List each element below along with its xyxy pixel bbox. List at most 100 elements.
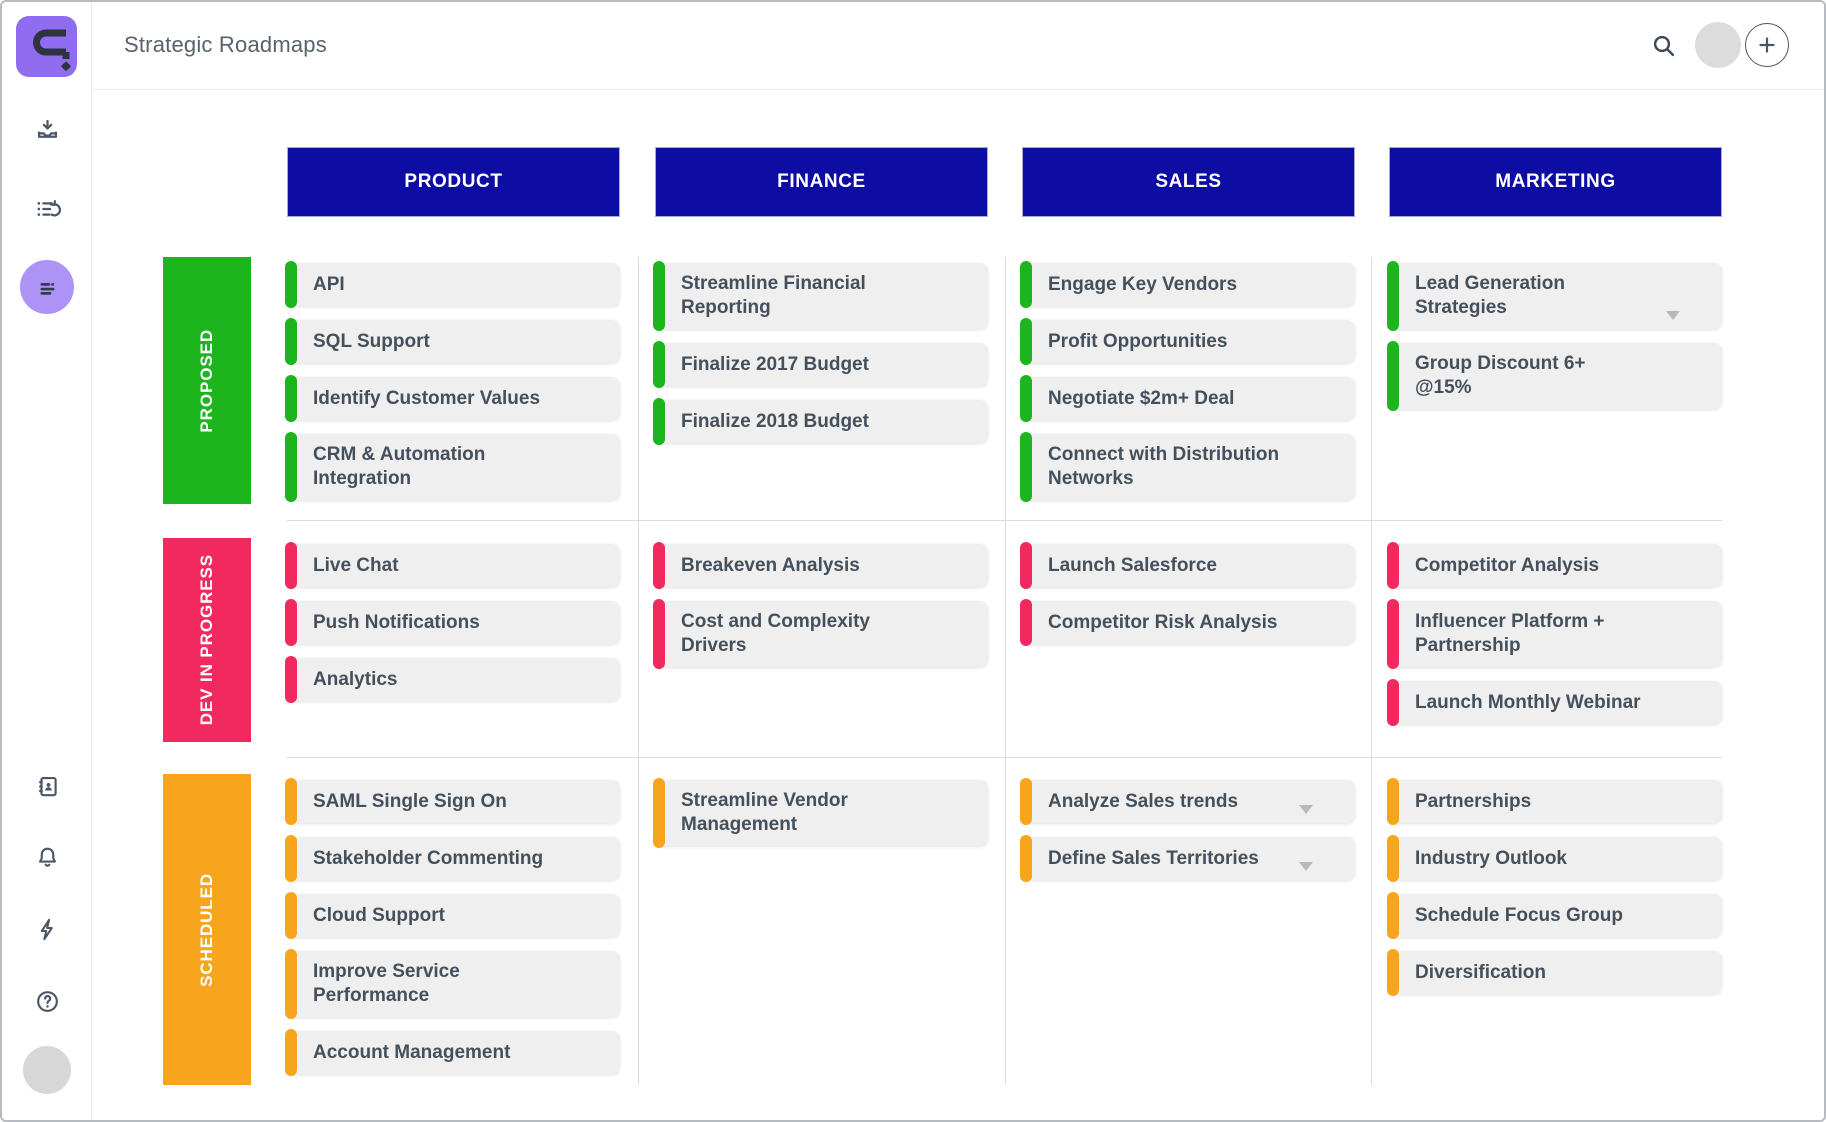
card-title: Breakeven Analysis [681, 554, 860, 576]
status-color-bar [653, 778, 665, 848]
roadmap-item-card[interactable]: Launch Salesforce [1020, 542, 1355, 589]
roadmap-item-card[interactable]: Negotiate $2m+ Deal [1020, 375, 1355, 422]
lightning-icon[interactable] [34, 916, 61, 943]
inbox-download-icon[interactable] [34, 117, 61, 144]
cell-dev-in-progress-product: Live Chat Push Notifications Analytics [285, 538, 620, 742]
status-color-bar [1020, 432, 1032, 502]
contacts-book-icon[interactable] [34, 773, 61, 800]
roadmap-item-card[interactable]: API [285, 261, 620, 308]
status-color-bar [1387, 599, 1399, 669]
help-icon[interactable] [34, 988, 61, 1015]
card-title: Connect with Distribution Networks [1048, 444, 1280, 489]
roadmap-item-card[interactable]: Stakeholder Commenting [285, 835, 620, 882]
dropdown-arrow-icon[interactable] [1299, 805, 1313, 814]
row-label-proposed: PROPOSED [163, 257, 251, 504]
card-title: Competitor Risk Analysis [1048, 611, 1278, 633]
recent-list-icon[interactable] [34, 196, 61, 223]
search-icon[interactable] [1650, 32, 1678, 60]
roadmap-item-card[interactable]: Partnerships [1387, 778, 1722, 825]
roadmap-item-card[interactable]: Influencer Platform + Partnership [1387, 599, 1722, 669]
sidebar-item-roadmaps-active[interactable] [20, 260, 74, 314]
status-color-bar [653, 261, 665, 331]
status-color-bar [1020, 599, 1032, 646]
card-title: Cost and Complexity Drivers [681, 611, 870, 656]
roadmap-items-icon [40, 282, 54, 295]
roadmap-item-card[interactable]: Analytics [285, 656, 620, 703]
board: PRODUCT FINANCE SALES MARKETING PROPOSED API S… [92, 90, 1824, 1120]
roadmap-item-card[interactable]: Cost and Complexity Drivers [653, 599, 988, 669]
card-title: Improve Service Performance [313, 961, 460, 1006]
roadmap-item-card[interactable]: Industry Outlook [1387, 835, 1722, 882]
roadmap-item-card[interactable]: Identify Customer Values [285, 375, 620, 422]
card-title: Analyze Sales trends [1048, 790, 1239, 812]
card-title: Diversification [1415, 961, 1546, 983]
roadmap-item-card[interactable]: Finalize 2018 Budget [653, 398, 988, 445]
roadmap-item-card[interactable]: Engage Key Vendors [1020, 261, 1355, 308]
dropdown-arrow-icon[interactable] [1299, 862, 1313, 871]
status-color-bar [1020, 318, 1032, 365]
card-title: Stakeholder Commenting [313, 847, 544, 869]
roadmap-item-card[interactable]: Lead Generation Strategies [1387, 261, 1722, 331]
roadmunk-logo[interactable] [16, 16, 77, 77]
card-title: Launch Salesforce [1048, 554, 1217, 576]
status-color-bar [653, 542, 665, 589]
roadmap-item-card[interactable]: Define Sales Territories [1020, 835, 1355, 882]
roadmap-item-card[interactable]: Connect with Distribution Networks [1020, 432, 1355, 502]
roadmap-item-card[interactable]: Schedule Focus Group [1387, 892, 1722, 939]
roadmap-item-card[interactable]: Group Discount 6+ @15% [1387, 341, 1722, 411]
card-title: Push Notifications [313, 611, 480, 633]
roadmap-item-card[interactable]: Launch Monthly Webinar [1387, 679, 1722, 726]
card-title: Influencer Platform + Partnership [1415, 611, 1605, 656]
row-label-text: SCHEDULED [197, 872, 216, 987]
dropdown-arrow-icon[interactable] [1666, 311, 1680, 320]
status-color-bar [285, 375, 297, 422]
status-color-bar [1387, 778, 1399, 825]
card-title: Define Sales Territories [1048, 847, 1259, 869]
roadmap-item-card[interactable]: Analyze Sales trends [1020, 778, 1355, 825]
bell-icon[interactable] [34, 844, 61, 871]
roadmap-item-card[interactable]: Finalize 2017 Budget [653, 341, 988, 388]
cell-scheduled-finance: Streamline Vendor Management [653, 774, 988, 1085]
cell-scheduled-marketing: Partnerships Industry Outlook Schedule Foc… [1387, 774, 1722, 1085]
topbar: Strategic Roadmaps [92, 2, 1824, 90]
cell-dev-in-progress-finance: Breakeven Analysis Cost and Complexity Dr… [653, 538, 988, 742]
roadmap-item-card[interactable]: Competitor Analysis [1387, 542, 1722, 589]
status-color-bar [1387, 949, 1399, 996]
status-color-bar [653, 341, 665, 388]
status-color-bar [285, 542, 297, 589]
roadmap-item-card[interactable]: Breakeven Analysis [653, 542, 988, 589]
card-title: Streamline Vendor Management [681, 790, 848, 835]
status-color-bar [1387, 341, 1399, 411]
user-avatar[interactable] [1695, 22, 1741, 68]
roadmap-item-card[interactable]: SQL Support [285, 318, 620, 365]
roadmap-item-card[interactable]: Cloud Support [285, 892, 620, 939]
roadmap-item-card[interactable]: Profit Opportunities [1020, 318, 1355, 365]
add-button[interactable] [1745, 23, 1789, 67]
roadmap-item-card[interactable]: Account Management [285, 1029, 620, 1076]
column-divider [1005, 257, 1006, 1085]
status-color-bar [285, 656, 297, 703]
roadmap-item-card[interactable]: Streamline Financial Reporting [653, 261, 988, 331]
roadmap-item-card[interactable]: Streamline Vendor Management [653, 778, 988, 848]
card-title: Streamline Financial Reporting [681, 273, 866, 318]
card-title: Engage Key Vendors [1048, 273, 1238, 295]
roadmap-item-card[interactable]: Improve Service Performance [285, 949, 620, 1019]
status-color-bar [285, 892, 297, 939]
status-color-bar [1020, 375, 1032, 422]
status-color-bar [653, 599, 665, 669]
cell-proposed-sales: Engage Key Vendors Profit Opportunities Ne… [1020, 257, 1355, 504]
roadmap-item-card[interactable]: Competitor Risk Analysis [1020, 599, 1355, 646]
roadmap-item-card[interactable]: Diversification [1387, 949, 1722, 996]
roadmap-item-card[interactable]: SAML Single Sign On [285, 778, 620, 825]
page-title: Strategic Roadmaps [124, 32, 327, 57]
status-color-bar [1387, 261, 1399, 331]
roadmap-item-card[interactable]: Push Notifications [285, 599, 620, 646]
sidebar-user-avatar[interactable] [23, 1046, 71, 1094]
row-divider [287, 757, 1722, 758]
card-title: Lead Generation Strategies [1415, 273, 1565, 318]
status-color-bar [285, 1029, 297, 1076]
status-color-bar [653, 398, 665, 445]
card-title: Launch Monthly Webinar [1415, 691, 1641, 713]
roadmap-item-card[interactable]: CRM & Automation Integration [285, 432, 620, 502]
roadmap-item-card[interactable]: Live Chat [285, 542, 620, 589]
